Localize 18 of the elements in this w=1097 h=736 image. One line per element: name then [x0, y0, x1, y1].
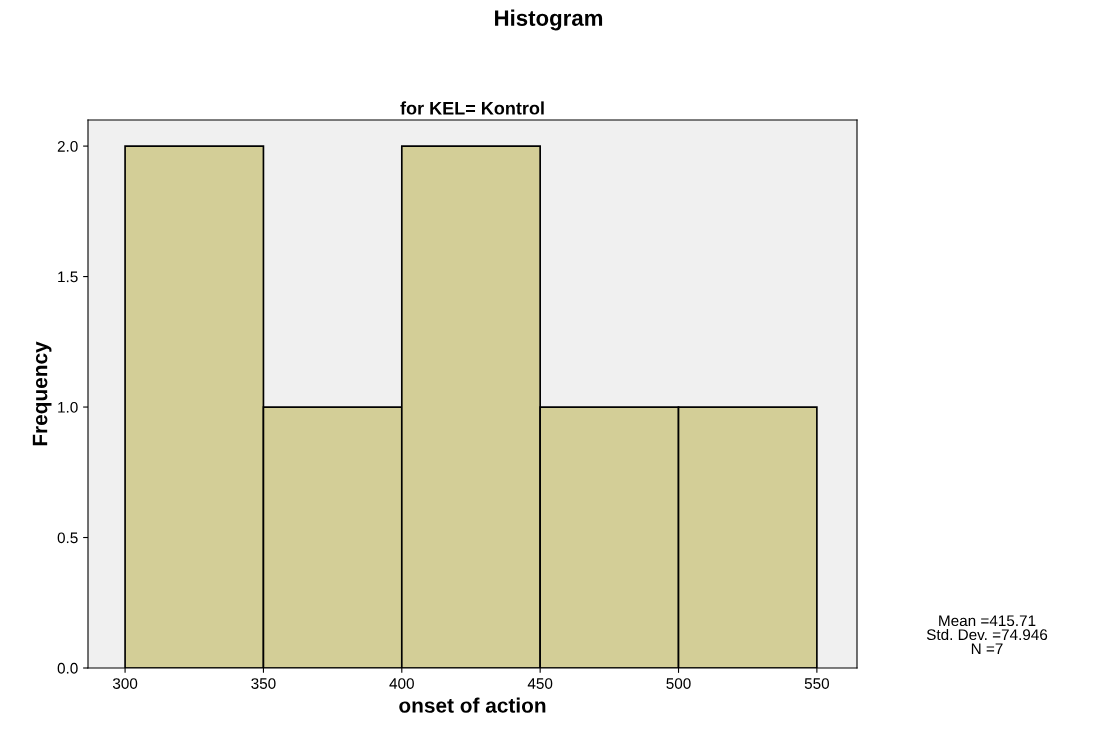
x-tick-label: 350	[251, 678, 276, 689]
x-tick-label: 300	[112, 678, 138, 689]
x-tick-label: 400	[389, 678, 414, 689]
chart-subtitle: for KEL= Kontrol	[400, 101, 544, 115]
y-axis-title: Frequency	[32, 341, 52, 446]
x-axis-title: onset of action	[399, 697, 546, 713]
text: N =7	[971, 643, 1003, 654]
x-tick-label: 450	[527, 678, 553, 689]
y-tick-label: 1.5	[58, 271, 78, 283]
x-tick-label: 500	[666, 678, 691, 689]
y-tick-label: 0.5	[57, 532, 78, 544]
y-tick-label: 1.0	[58, 401, 78, 413]
text: Std. Dev. =74.946	[926, 628, 1048, 641]
y-tick-label: 0.0	[57, 662, 78, 674]
y-tick-label: 2.0	[57, 140, 78, 152]
x-tick-label: 550	[804, 678, 830, 689]
chart-title: Histogram	[495, 9, 603, 31]
text: Mean =415.71	[939, 615, 1036, 627]
